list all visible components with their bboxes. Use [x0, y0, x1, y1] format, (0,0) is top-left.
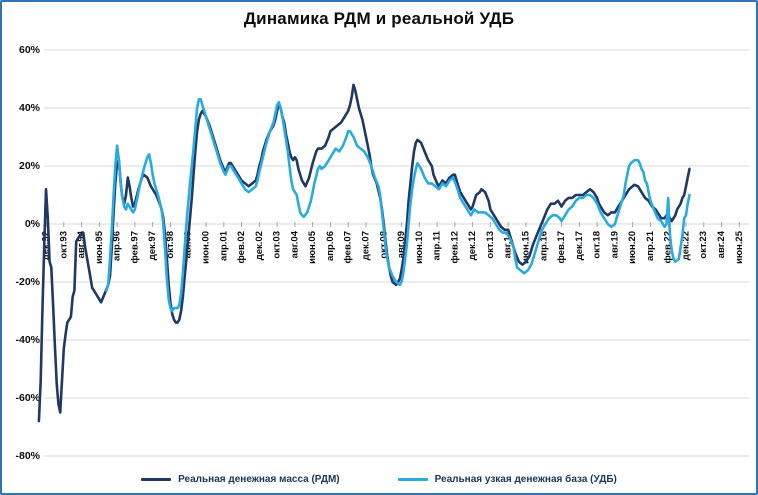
svg-text:фев.22: фев.22: [663, 231, 674, 264]
svg-text:апр.96: апр.96: [112, 231, 123, 261]
svg-text:окт.03: окт.03: [272, 231, 283, 259]
svg-text:июн.20: июн.20: [627, 231, 638, 264]
chart-legend: Реальная денежная масса (РДМ) Реальная у…: [2, 474, 756, 485]
svg-text:авг.04: авг.04: [289, 230, 300, 258]
svg-text:апр.06: апр.06: [325, 231, 336, 261]
chart-title: Динамика РДМ и реальной УДБ: [243, 9, 515, 28]
svg-text:авг.24: авг.24: [716, 230, 727, 258]
svg-text:дек.92: дек.92: [41, 231, 52, 260]
svg-text:-20%: -20%: [15, 276, 40, 288]
svg-text:дек.97: дек.97: [147, 231, 158, 260]
svg-text:0%: 0%: [25, 218, 41, 230]
svg-text:40%: 40%: [19, 102, 41, 114]
svg-text:окт.23: окт.23: [698, 231, 709, 259]
svg-text:фев.12: фев.12: [449, 231, 460, 264]
udb-legend-label: Реальная узкая денежная база (УДБ): [434, 474, 617, 485]
svg-text:фев.97: фев.97: [129, 231, 140, 264]
svg-text:-60%: -60%: [15, 392, 40, 404]
svg-text:апр.16: апр.16: [538, 231, 549, 261]
svg-text:фев.17: фев.17: [556, 231, 567, 264]
svg-text:авг.14: авг.14: [503, 230, 514, 258]
svg-text:окт.93: окт.93: [58, 231, 69, 259]
svg-text:окт.08: окт.08: [378, 231, 389, 259]
svg-text:июн.00: июн.00: [200, 231, 211, 264]
svg-text:дек.17: дек.17: [574, 231, 585, 260]
svg-text:окт.98: окт.98: [165, 231, 176, 259]
svg-text:апр.21: апр.21: [645, 230, 656, 261]
legend-item-rdm: Реальная денежная масса (РДМ): [141, 474, 340, 485]
svg-text:июн.95: июн.95: [94, 230, 105, 264]
svg-text:авг.19: авг.19: [609, 231, 620, 258]
svg-text:-80%: -80%: [15, 450, 40, 462]
svg-text:июн.25: июн.25: [734, 230, 745, 264]
svg-text:фев.02: фев.02: [236, 231, 247, 264]
svg-text:окт.18: окт.18: [592, 231, 603, 259]
svg-text:дек.02: дек.02: [254, 231, 265, 260]
svg-text:дек.07: дек.07: [360, 231, 371, 260]
svg-text:20%: 20%: [19, 160, 41, 172]
svg-text:-40%: -40%: [15, 334, 40, 346]
svg-text:июн.15: июн.15: [520, 230, 531, 264]
svg-text:авг.09: авг.09: [396, 231, 407, 258]
rdm-line-marker: [141, 478, 172, 481]
svg-text:июн.05: июн.05: [307, 230, 318, 264]
svg-text:авг.94: авг.94: [76, 230, 87, 258]
svg-text:дек.22: дек.22: [680, 231, 691, 260]
legend-item-udb: Реальная узкая денежная база (УДБ): [397, 474, 617, 485]
svg-text:60%: 60%: [19, 44, 41, 56]
svg-text:июн.10: июн.10: [414, 231, 425, 264]
udb-line-marker: [397, 478, 428, 481]
svg-text:апр.11: апр.11: [432, 230, 443, 260]
svg-text:апр.01: апр.01: [218, 230, 229, 261]
svg-text:фев.07: фев.07: [343, 231, 354, 264]
svg-text:дек.12: дек.12: [467, 231, 478, 260]
svg-text:окт.13: окт.13: [485, 231, 496, 259]
rdm-legend-label: Реальная денежная масса (РДМ): [178, 474, 340, 485]
